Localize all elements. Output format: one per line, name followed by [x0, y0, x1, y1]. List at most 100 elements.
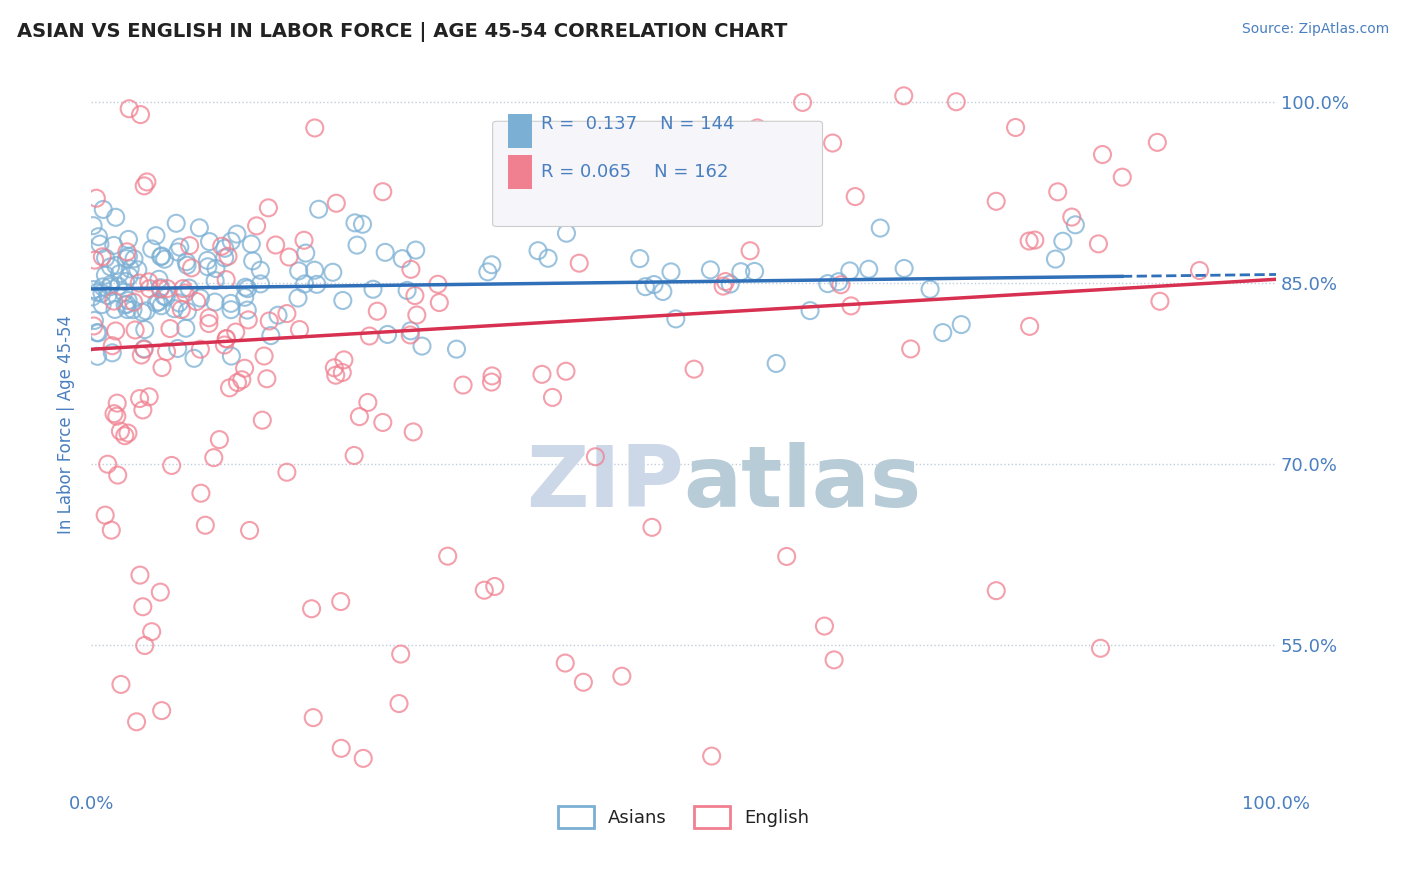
Point	[155, 290, 177, 304]
Point	[522, 187, 544, 202]
Point	[131, 348, 153, 362]
Point	[477, 265, 499, 279]
Point	[110, 424, 132, 438]
Point	[659, 265, 682, 279]
Point	[198, 310, 221, 325]
Point	[114, 275, 136, 289]
Point	[276, 465, 298, 479]
Point	[481, 375, 503, 389]
Point	[945, 95, 967, 109]
Point	[170, 302, 193, 317]
Point	[330, 366, 353, 380]
Point	[304, 120, 326, 135]
Point	[141, 242, 163, 256]
Point	[117, 426, 139, 441]
Point	[202, 450, 225, 465]
Point	[683, 362, 706, 376]
Point	[204, 295, 226, 310]
Point	[145, 228, 167, 243]
Point	[1060, 210, 1083, 224]
Point	[211, 239, 233, 253]
Point	[83, 283, 105, 297]
Point	[100, 523, 122, 537]
Point	[129, 568, 152, 582]
Point	[288, 322, 311, 336]
Point	[294, 277, 316, 291]
Point	[776, 549, 799, 564]
Point	[83, 318, 105, 333]
Point	[426, 277, 449, 292]
Point	[555, 364, 578, 378]
Point	[700, 749, 723, 764]
Point	[920, 282, 942, 296]
Point	[100, 260, 122, 274]
Point	[665, 312, 688, 326]
Point	[176, 258, 198, 272]
Point	[1046, 185, 1069, 199]
Point	[484, 579, 506, 593]
Point	[108, 267, 131, 281]
Text: R =  0.137    N = 144: R = 0.137 N = 144	[541, 115, 734, 133]
Point	[197, 253, 219, 268]
Point	[308, 202, 330, 217]
Point	[114, 298, 136, 312]
Y-axis label: In Labor Force | Age 45-54: In Labor Force | Age 45-54	[58, 315, 75, 534]
Point	[374, 245, 396, 260]
Point	[174, 254, 197, 268]
Point	[744, 264, 766, 278]
Point	[294, 246, 316, 260]
Point	[190, 486, 212, 500]
Point	[643, 277, 665, 292]
Point	[124, 323, 146, 337]
Point	[115, 297, 138, 311]
Text: R = 0.065    N = 162: R = 0.065 N = 162	[541, 163, 728, 181]
Point	[349, 409, 371, 424]
Point	[117, 302, 139, 317]
Point	[256, 372, 278, 386]
Point	[1111, 170, 1133, 185]
Point	[278, 250, 301, 264]
Point	[754, 157, 776, 171]
Point	[427, 295, 450, 310]
Point	[446, 342, 468, 356]
Point	[190, 291, 212, 305]
Point	[197, 260, 219, 274]
Point	[91, 280, 114, 294]
Point	[411, 339, 433, 353]
Point	[215, 332, 238, 346]
Point	[218, 381, 240, 395]
Point	[177, 281, 200, 295]
Point	[555, 226, 578, 240]
Point	[346, 238, 368, 252]
Point	[325, 368, 347, 383]
Point	[986, 194, 1008, 209]
Point	[893, 261, 915, 276]
Point	[730, 265, 752, 279]
Point	[391, 252, 413, 266]
Point	[304, 263, 326, 277]
Point	[900, 342, 922, 356]
Point	[82, 219, 104, 233]
Point	[104, 302, 127, 317]
Point	[98, 279, 121, 293]
Text: Source: ZipAtlas.com: Source: ZipAtlas.com	[1241, 22, 1389, 37]
Point	[405, 308, 427, 322]
Point	[122, 295, 145, 310]
Point	[404, 288, 426, 302]
Point	[1045, 252, 1067, 266]
Point	[153, 252, 176, 267]
Point	[131, 305, 153, 319]
Point	[174, 321, 197, 335]
Point	[122, 302, 145, 317]
Point	[101, 339, 124, 353]
Point	[839, 299, 862, 313]
Point	[747, 120, 769, 135]
Point	[235, 280, 257, 294]
Point	[537, 252, 560, 266]
Point	[765, 356, 787, 370]
Point	[352, 751, 374, 765]
Point	[169, 296, 191, 310]
Point	[91, 202, 114, 217]
Point	[233, 290, 256, 304]
Point	[1024, 233, 1046, 247]
